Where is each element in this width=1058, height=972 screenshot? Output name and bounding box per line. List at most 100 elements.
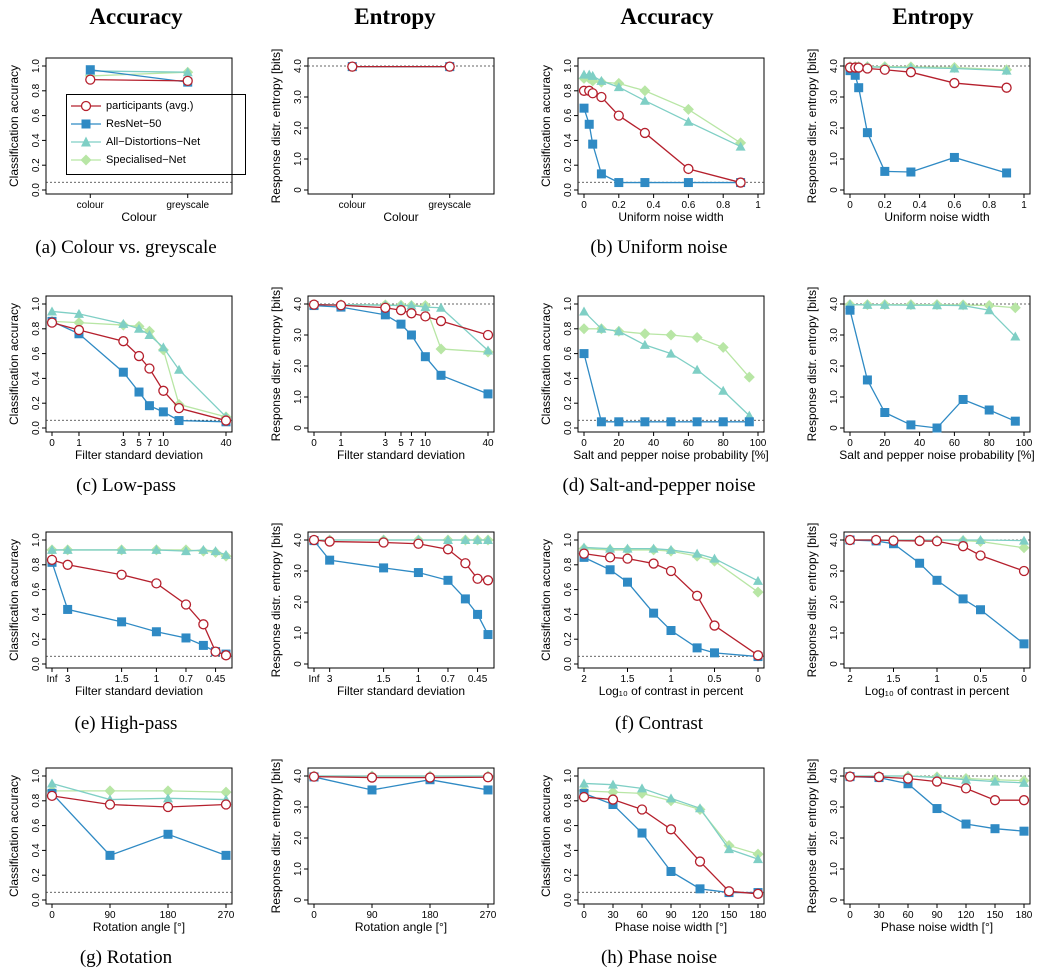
point-participants-avg — [116, 569, 127, 580]
point-all-distortions-net — [637, 783, 647, 793]
x-tick-label: 90 — [104, 910, 116, 921]
y-tick-label: 4.0 — [293, 769, 304, 783]
y-tick-label: 0.2 — [563, 158, 574, 172]
y-tick-label: 1.0 — [31, 769, 42, 783]
y-tick-label: 0 — [293, 425, 304, 431]
x-axis-label: Log₁₀ of contrast in percent — [599, 684, 744, 698]
y-axis-label: Classification accuracy — [539, 65, 553, 187]
point-specialised-net — [743, 371, 755, 383]
point-participants-avg — [989, 795, 1001, 806]
point-all-distortions-net — [116, 544, 127, 554]
x-tick-label: 120 — [692, 910, 709, 921]
y-axis-label: Response distr. entropy [bits] — [269, 49, 283, 204]
legend-label-specialised: Specialised−Net — [106, 154, 186, 166]
point-participants-avg — [960, 783, 972, 794]
x-tick-label: 0.6 — [947, 200, 961, 211]
caption-g: (g) Rotation — [79, 947, 173, 968]
point-participants-avg — [902, 773, 914, 784]
series-line-specialised-net — [584, 77, 741, 144]
legend-marker-resnet — [71, 119, 101, 129]
point-resnet-50 — [420, 352, 430, 362]
y-tick-label: 1.0 — [829, 152, 840, 166]
x-tick-label: 0.4 — [647, 200, 661, 211]
y-tick-label: 1.0 — [563, 533, 574, 547]
y-tick-label: 1.0 — [293, 862, 304, 876]
caption-d: (d) Salt-and-pepper noise — [562, 475, 756, 496]
y-tick-label: 3.0 — [293, 328, 304, 342]
point-all-distortions-net — [984, 305, 995, 315]
point-resnet-50 — [1019, 826, 1029, 836]
point-all-distortions-net — [483, 345, 493, 355]
x-tick-label: 1 — [755, 200, 761, 211]
point-all-distortions-net — [174, 364, 185, 374]
point-all-distortions-net — [605, 543, 616, 553]
y-tick-label: 0.4 — [31, 371, 42, 385]
point-resnet-50 — [117, 617, 127, 627]
chart-uniform-ent: 0 1.0 2.0 3.0 4.0 0 0.2 0.4 0.6 0.8 1 Uniform noise… — [805, 49, 1031, 224]
x-tick-label: 5 — [136, 438, 142, 449]
x-tick-label: 0 — [581, 200, 587, 211]
point-participants-avg — [482, 329, 494, 341]
point-participants-avg — [752, 888, 764, 899]
point-all-distortions-net — [724, 844, 734, 854]
column-title-entropy-1: Entropy — [354, 4, 436, 29]
point-resnet-50 — [862, 375, 872, 385]
y-tick-label: 1.0 — [293, 390, 304, 404]
point-all-distortions-net — [47, 778, 57, 788]
point-all-distortions-net — [1001, 65, 1012, 75]
y-tick-label: 0.0 — [563, 421, 574, 435]
point-participants-avg — [220, 799, 232, 810]
x-axis-label: Filter standard deviation — [75, 448, 203, 462]
point-participants-avg — [735, 177, 746, 188]
point-resnet-50 — [588, 139, 598, 149]
point-specialised-net — [578, 323, 590, 335]
point-all-distortions-net — [579, 778, 589, 788]
y-axis-label: Classification accuracy — [539, 775, 553, 897]
x-tick-label: 180 — [160, 910, 177, 921]
point-participants-avg — [104, 799, 116, 810]
point-all-distortions-net — [949, 63, 960, 73]
point-participants-avg — [85, 74, 96, 85]
point-resnet-50 — [605, 565, 615, 575]
point-resnet-50 — [984, 405, 994, 415]
x-tick-label: 0.8 — [982, 200, 996, 211]
y-tick-label: 0.2 — [31, 158, 42, 172]
point-participants-avg — [210, 646, 221, 657]
point-participants-avg — [613, 110, 624, 121]
x-tick-label: 1 — [76, 438, 82, 449]
point-all-distortions-net — [639, 95, 650, 105]
x-tick-label: 90 — [665, 910, 677, 921]
point-participants-avg — [158, 385, 169, 396]
point-participants-avg — [709, 620, 720, 631]
plot-frame — [577, 767, 765, 905]
legend-item-participants: participants (avg.) — [71, 98, 193, 114]
x-tick-label: 30 — [873, 910, 885, 921]
x-tick-label: 40 — [482, 438, 494, 449]
y-tick-label: 1.0 — [293, 626, 304, 640]
x-tick-label: 1.5 — [621, 674, 635, 685]
x-tick-label: 20 — [879, 438, 891, 449]
point-participants-avg — [665, 565, 677, 577]
point-participants-avg — [173, 403, 185, 414]
y-axis-label: Classification accuracy — [539, 303, 553, 425]
point-resnet-50 — [413, 568, 423, 578]
y-axis-label: Response distr. entropy [bits] — [805, 523, 819, 678]
y-tick-label: 2.0 — [829, 595, 840, 609]
x-tick-label: 2 — [581, 674, 587, 685]
x-tick-label: 0 — [49, 438, 55, 449]
series-line-resnet-50 — [849, 539, 1025, 645]
series-line-resnet-50 — [51, 562, 227, 655]
point-resnet-50 — [174, 416, 184, 426]
point-all-distortions-net — [905, 300, 916, 310]
point-participants-avg — [853, 62, 864, 73]
x-tick-label: greyscale — [166, 200, 209, 211]
point-participants-avg — [424, 772, 436, 783]
point-resnet-50 — [880, 408, 890, 417]
chart-colour-ent: 0 1.0 2.0 3.0 4.0 colour greyscale Colour Respon… — [269, 49, 495, 224]
plot-frame — [843, 57, 1031, 195]
point-all-distortions-net — [579, 306, 589, 316]
point-all-distortions-net — [692, 548, 703, 558]
y-axis-label: Classification accuracy — [7, 539, 21, 661]
